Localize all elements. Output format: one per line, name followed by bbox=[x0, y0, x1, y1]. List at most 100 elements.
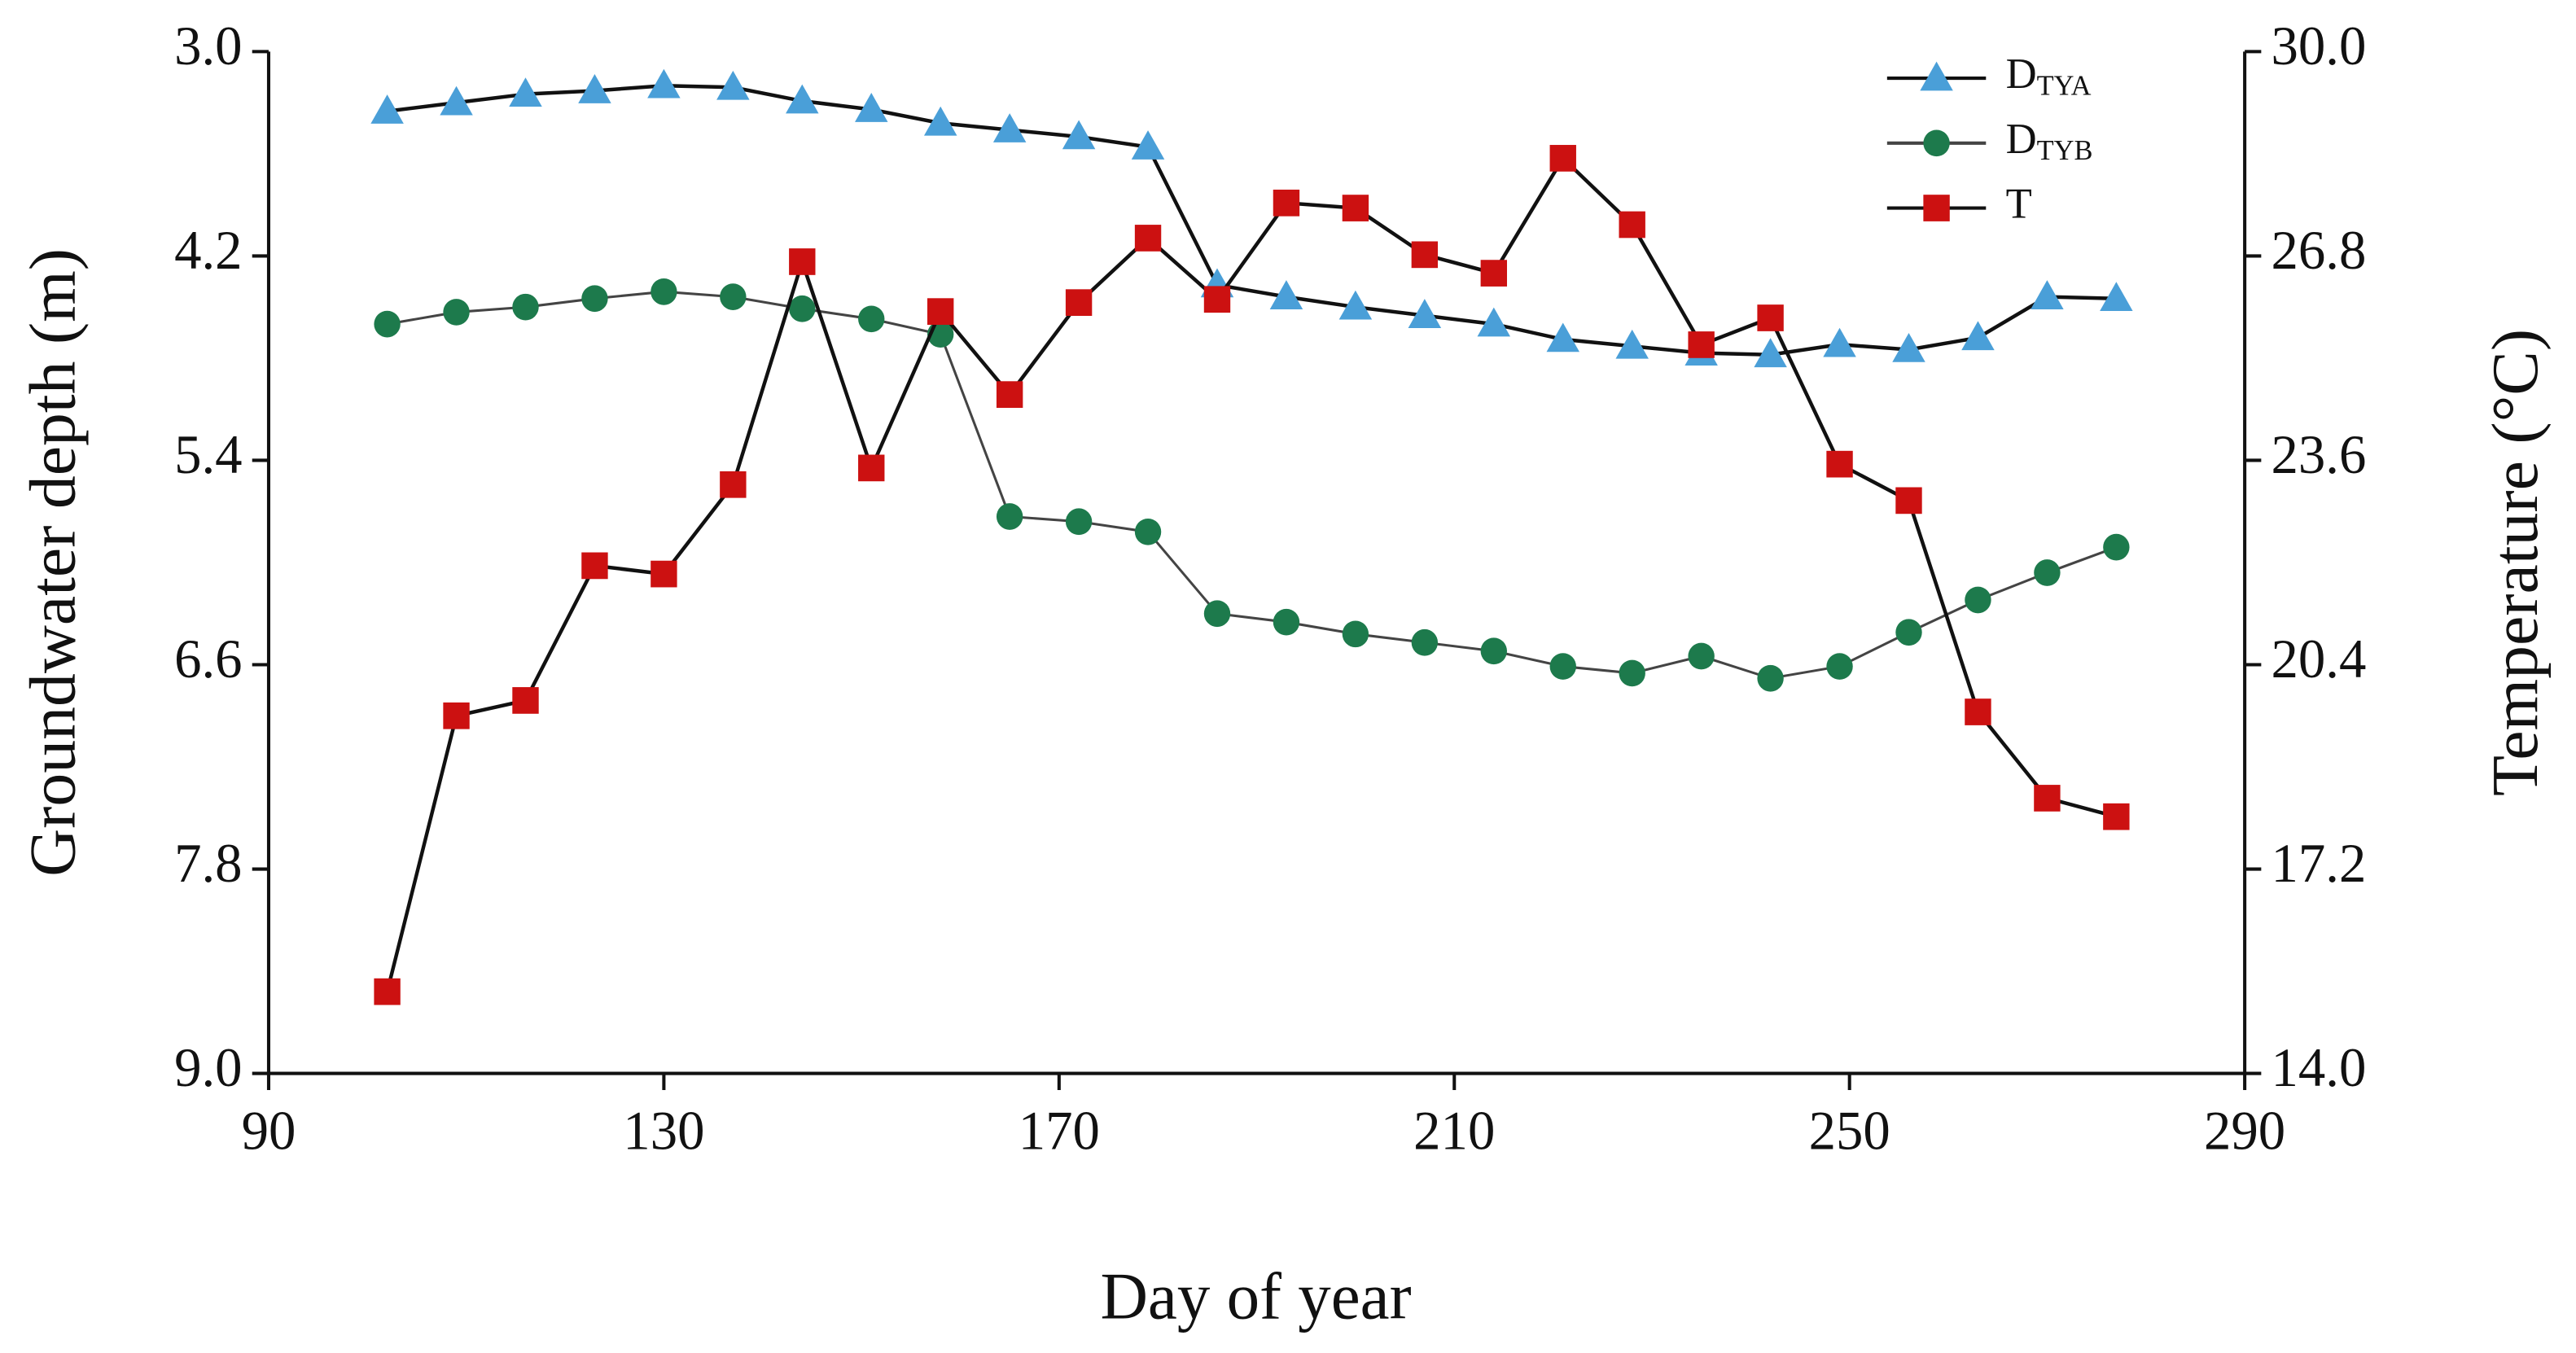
data-point bbox=[786, 84, 819, 114]
data-point bbox=[1480, 260, 1507, 287]
y2-tick-label: 14.0 bbox=[2272, 1037, 2367, 1098]
data-point bbox=[509, 77, 542, 107]
data-point bbox=[374, 310, 401, 338]
data-point bbox=[1269, 280, 1303, 309]
data-point bbox=[1342, 620, 1369, 648]
data-point bbox=[1134, 518, 1162, 545]
legend-marker bbox=[1920, 61, 1953, 91]
series-line bbox=[387, 290, 2117, 680]
data-point bbox=[1895, 487, 1922, 514]
data-point bbox=[2034, 785, 2061, 812]
data-point bbox=[1411, 241, 1439, 269]
series-line bbox=[387, 83, 2117, 357]
data-point bbox=[1965, 698, 1991, 725]
y-tick-label: 7.8 bbox=[174, 833, 242, 894]
y2-tick-label: 20.4 bbox=[2272, 628, 2367, 690]
data-point bbox=[923, 106, 957, 136]
legend-label: DTYB bbox=[2006, 116, 2093, 166]
data-point bbox=[1546, 322, 1579, 352]
y2-tick-label: 30.0 bbox=[2272, 15, 2367, 77]
data-point bbox=[1338, 290, 1373, 320]
data-point bbox=[443, 702, 470, 729]
data-point bbox=[855, 93, 888, 122]
y-tick-label: 5.4 bbox=[174, 424, 242, 485]
data-point bbox=[789, 295, 816, 322]
y-tick-label: 4.2 bbox=[174, 220, 242, 281]
data-point bbox=[581, 285, 608, 313]
y-tick-label: 9.0 bbox=[174, 1037, 242, 1098]
data-point bbox=[1823, 327, 1856, 357]
data-point bbox=[1203, 600, 1231, 628]
y2-tick-label: 26.8 bbox=[2272, 220, 2367, 281]
legend-marker bbox=[1923, 195, 1950, 221]
data-point bbox=[1062, 120, 1096, 150]
data-point bbox=[858, 454, 885, 482]
data-point bbox=[992, 113, 1027, 142]
data-point bbox=[1411, 628, 1439, 656]
data-point bbox=[443, 299, 470, 326]
data-point bbox=[2103, 533, 2130, 561]
data-point bbox=[1892, 333, 1925, 362]
data-point bbox=[1408, 299, 1442, 328]
data-point bbox=[1131, 130, 1165, 160]
data-point bbox=[651, 278, 677, 305]
x-axis-label: Day of year bbox=[1100, 1259, 1411, 1333]
data-point bbox=[927, 298, 954, 326]
data-point bbox=[996, 503, 1023, 530]
data-point bbox=[2034, 559, 2061, 586]
data-point bbox=[1754, 338, 1787, 368]
data-point bbox=[647, 68, 681, 99]
data-point bbox=[1895, 619, 1922, 646]
data-point bbox=[1688, 331, 1715, 358]
legend-marker bbox=[1923, 129, 1950, 157]
x-tick-label: 250 bbox=[1809, 1100, 1890, 1161]
data-point bbox=[2031, 280, 2064, 309]
y-tick-label: 3.0 bbox=[174, 15, 242, 77]
y2-tick-label: 17.2 bbox=[2272, 833, 2367, 894]
data-point bbox=[512, 293, 539, 321]
data-point bbox=[1757, 664, 1784, 692]
data-point bbox=[651, 560, 677, 588]
data-point bbox=[1619, 211, 1645, 239]
legend-label: T bbox=[2006, 181, 2032, 228]
series-line bbox=[385, 155, 2117, 992]
data-point bbox=[1273, 189, 1300, 217]
data-point bbox=[440, 85, 473, 116]
data-point bbox=[1688, 642, 1715, 670]
y-axis-label: Groundwater depth (m) bbox=[15, 248, 90, 877]
data-point bbox=[1619, 659, 1645, 687]
data-point bbox=[1273, 608, 1300, 636]
data-point bbox=[370, 94, 404, 124]
data-point bbox=[512, 687, 539, 714]
data-point bbox=[1826, 653, 1853, 680]
data-point bbox=[1134, 225, 1162, 252]
data-point bbox=[1549, 145, 1576, 172]
x-tick-label: 90 bbox=[242, 1100, 296, 1161]
data-point bbox=[2103, 803, 2130, 830]
data-point bbox=[1477, 307, 1511, 337]
data-point bbox=[1826, 450, 1853, 478]
data-point bbox=[1961, 321, 1995, 351]
x-tick-label: 290 bbox=[2204, 1100, 2285, 1161]
data-point bbox=[720, 283, 747, 310]
y2-axis-label: Temperature (°C) bbox=[2477, 329, 2552, 796]
x-tick-label: 210 bbox=[1413, 1100, 1495, 1161]
y-tick-label: 6.6 bbox=[174, 628, 242, 690]
data-point bbox=[1065, 508, 1093, 536]
data-point bbox=[1757, 304, 1784, 331]
data-point bbox=[1342, 195, 1369, 221]
data-point bbox=[1549, 653, 1576, 680]
x-tick-label: 130 bbox=[623, 1100, 704, 1161]
data-point bbox=[2100, 282, 2133, 312]
data-point bbox=[1203, 286, 1231, 313]
legend-label: DTYA bbox=[2006, 50, 2092, 101]
data-point bbox=[581, 552, 608, 580]
data-point bbox=[716, 70, 750, 100]
data-point bbox=[996, 381, 1023, 408]
data-point bbox=[858, 305, 885, 333]
data-point bbox=[1065, 289, 1093, 317]
data-point bbox=[578, 74, 611, 103]
data-point bbox=[1965, 586, 1991, 614]
